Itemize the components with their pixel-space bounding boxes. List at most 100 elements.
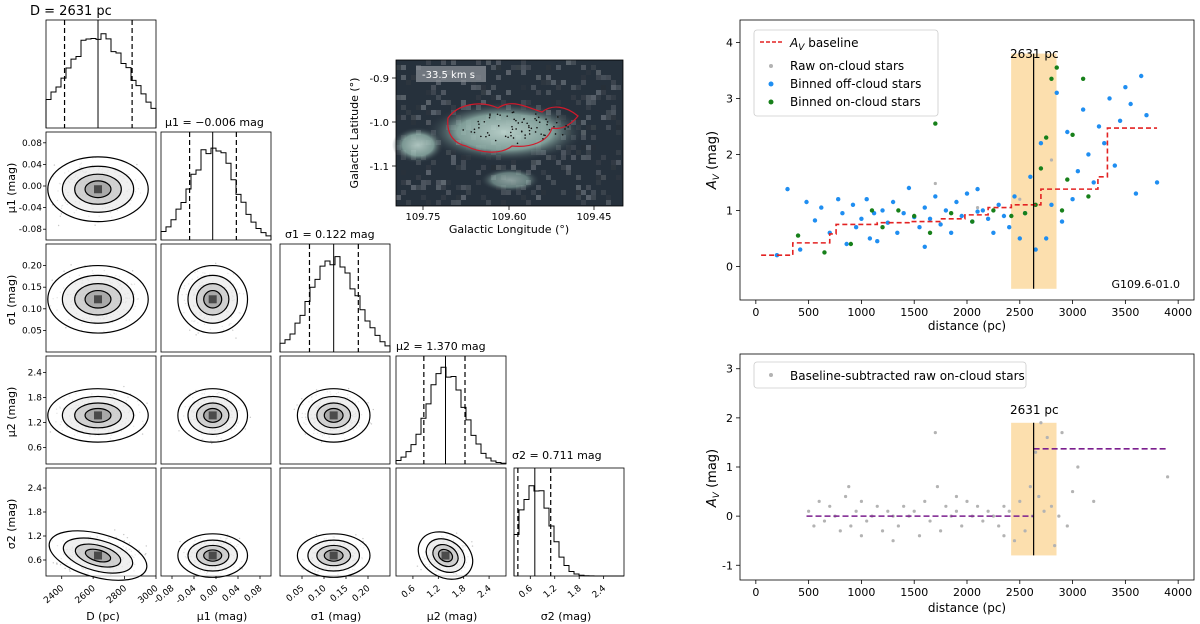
map-noise-pixel bbox=[396, 95, 401, 100]
corner-sample-point bbox=[136, 163, 138, 166]
corner-sample-point bbox=[123, 533, 125, 536]
offcloud-point bbox=[774, 253, 780, 258]
map-star bbox=[543, 134, 545, 136]
offcloud-point bbox=[917, 225, 922, 230]
map-star bbox=[545, 118, 547, 121]
map-noise-pixel bbox=[496, 75, 501, 80]
map-noise-pixel bbox=[521, 100, 526, 105]
offcloud-point bbox=[1080, 107, 1086, 112]
legend-offcloud-marker bbox=[768, 81, 774, 87]
map-star bbox=[534, 117, 536, 120]
oncloud-point bbox=[1049, 76, 1054, 82]
subtracted-point bbox=[896, 524, 900, 528]
map-noise-pixel bbox=[606, 95, 611, 100]
offcloud-point bbox=[1065, 129, 1070, 135]
map-noise-pixel bbox=[416, 175, 421, 180]
corner-xtick-label: 2.4 bbox=[591, 584, 609, 601]
map-noise-pixel bbox=[581, 95, 586, 100]
offcloud-point bbox=[906, 185, 912, 191]
map-noise-pixel bbox=[501, 200, 506, 205]
subtracted-point bbox=[859, 534, 864, 538]
map-noise-pixel bbox=[531, 190, 536, 195]
corner-sample-point bbox=[232, 329, 234, 331]
map-star bbox=[542, 138, 544, 140]
av-distance-panel: 0 500 1000 1500 2000 2500 3000 3500 4000 0 1 2 3 4 AV… bbox=[705, 19, 1195, 333]
corner-ytick-label: 0.05 bbox=[22, 326, 42, 336]
map-noise-pixel bbox=[411, 75, 416, 80]
map-noise-pixel bbox=[606, 115, 611, 120]
map-noise-pixel bbox=[411, 120, 416, 125]
legend-oncloud-label: Binned on-cloud stars bbox=[790, 95, 921, 109]
map-noise-pixel bbox=[616, 125, 621, 130]
corner-xtick-label: 1.2 bbox=[425, 584, 442, 601]
map-noise-pixel bbox=[531, 165, 536, 170]
map-noise-pixel bbox=[546, 65, 551, 70]
map-noise-pixel bbox=[426, 165, 431, 170]
corner-xtick-label: 0.20 bbox=[351, 584, 373, 605]
subtracted-point bbox=[933, 431, 937, 435]
xtick-label: 2500 bbox=[1006, 306, 1034, 319]
xtick-label: 2500 bbox=[1006, 586, 1034, 599]
corner-sample-point bbox=[362, 537, 364, 540]
subtracted-point bbox=[822, 519, 827, 523]
map-noise-pixel bbox=[436, 95, 441, 100]
map-noise-pixel bbox=[546, 175, 551, 180]
ytick-label: -1 bbox=[722, 559, 733, 572]
map-star bbox=[497, 125, 500, 127]
bottom-ylabel: AV (mag) bbox=[705, 449, 722, 508]
offcloud-point bbox=[1096, 124, 1102, 129]
corner-sample-point bbox=[146, 402, 148, 404]
corner-xlabel-sigma1: σ1 (mag) bbox=[311, 610, 362, 623]
corner-sample-point bbox=[145, 545, 147, 547]
corner-sample-point bbox=[369, 422, 371, 424]
subtracted-point bbox=[944, 504, 948, 508]
corner-ytick-label: 0.6 bbox=[28, 556, 43, 566]
subtracted-point bbox=[1002, 504, 1006, 508]
map-noise-pixel bbox=[591, 195, 596, 200]
corner-histogram bbox=[279, 256, 391, 352]
map-noise-pixel bbox=[526, 65, 531, 70]
xtick-label: 2000 bbox=[953, 586, 981, 599]
map-noise-pixel bbox=[546, 155, 551, 160]
corner-xtick-label: 1.8 bbox=[451, 584, 469, 601]
map-noise-pixel bbox=[521, 85, 526, 90]
corner-sample-point bbox=[60, 213, 63, 215]
corner-sample-point bbox=[53, 164, 56, 166]
map-noise-pixel bbox=[426, 90, 431, 95]
map-star bbox=[511, 128, 514, 131]
offcloud-point bbox=[1038, 141, 1044, 146]
oncloud-point bbox=[948, 211, 954, 216]
subtracted-point bbox=[854, 509, 858, 513]
offcloud-point bbox=[1075, 169, 1081, 174]
corner-peak bbox=[94, 295, 103, 304]
map-noise-pixel bbox=[401, 115, 406, 120]
map-noise-pixel bbox=[451, 155, 456, 160]
subtracted-point bbox=[954, 509, 959, 513]
map-noise-pixel bbox=[406, 80, 411, 85]
map-noise-pixel bbox=[451, 60, 456, 65]
corner-sample-point bbox=[320, 441, 323, 443]
map-noise-pixel bbox=[461, 165, 466, 170]
corner-sample-point bbox=[296, 404, 298, 406]
map-noise-pixel bbox=[586, 125, 591, 130]
subtracted-point bbox=[991, 514, 995, 518]
corner-ytick-label: -0.04 bbox=[19, 204, 43, 214]
map-noise-pixel bbox=[536, 160, 541, 165]
corner-xtick-label: 2600 bbox=[74, 584, 98, 607]
map-star bbox=[483, 120, 486, 123]
map-noise-pixel bbox=[601, 175, 606, 180]
map-noise-pixel bbox=[486, 60, 491, 65]
corner-sample-point bbox=[59, 215, 62, 217]
map-star bbox=[473, 131, 476, 134]
offcloud-point bbox=[785, 186, 790, 192]
map-star bbox=[506, 115, 509, 117]
map-xtick-0: 109.75 bbox=[406, 212, 441, 223]
map-velocity-label: -33.5 km s bbox=[422, 70, 475, 81]
corner-plot: 2400 2600 2800 3000-0.08-0.08-0.04-0.040.00… bbox=[5, 4, 625, 623]
offcloud-point bbox=[901, 211, 906, 216]
corner-sample-point bbox=[70, 264, 72, 266]
map-star bbox=[515, 119, 517, 122]
map-noise-pixel bbox=[591, 95, 596, 100]
xtick-label: 1500 bbox=[900, 586, 928, 599]
top-distance-label: 2631 pc bbox=[1010, 47, 1059, 61]
